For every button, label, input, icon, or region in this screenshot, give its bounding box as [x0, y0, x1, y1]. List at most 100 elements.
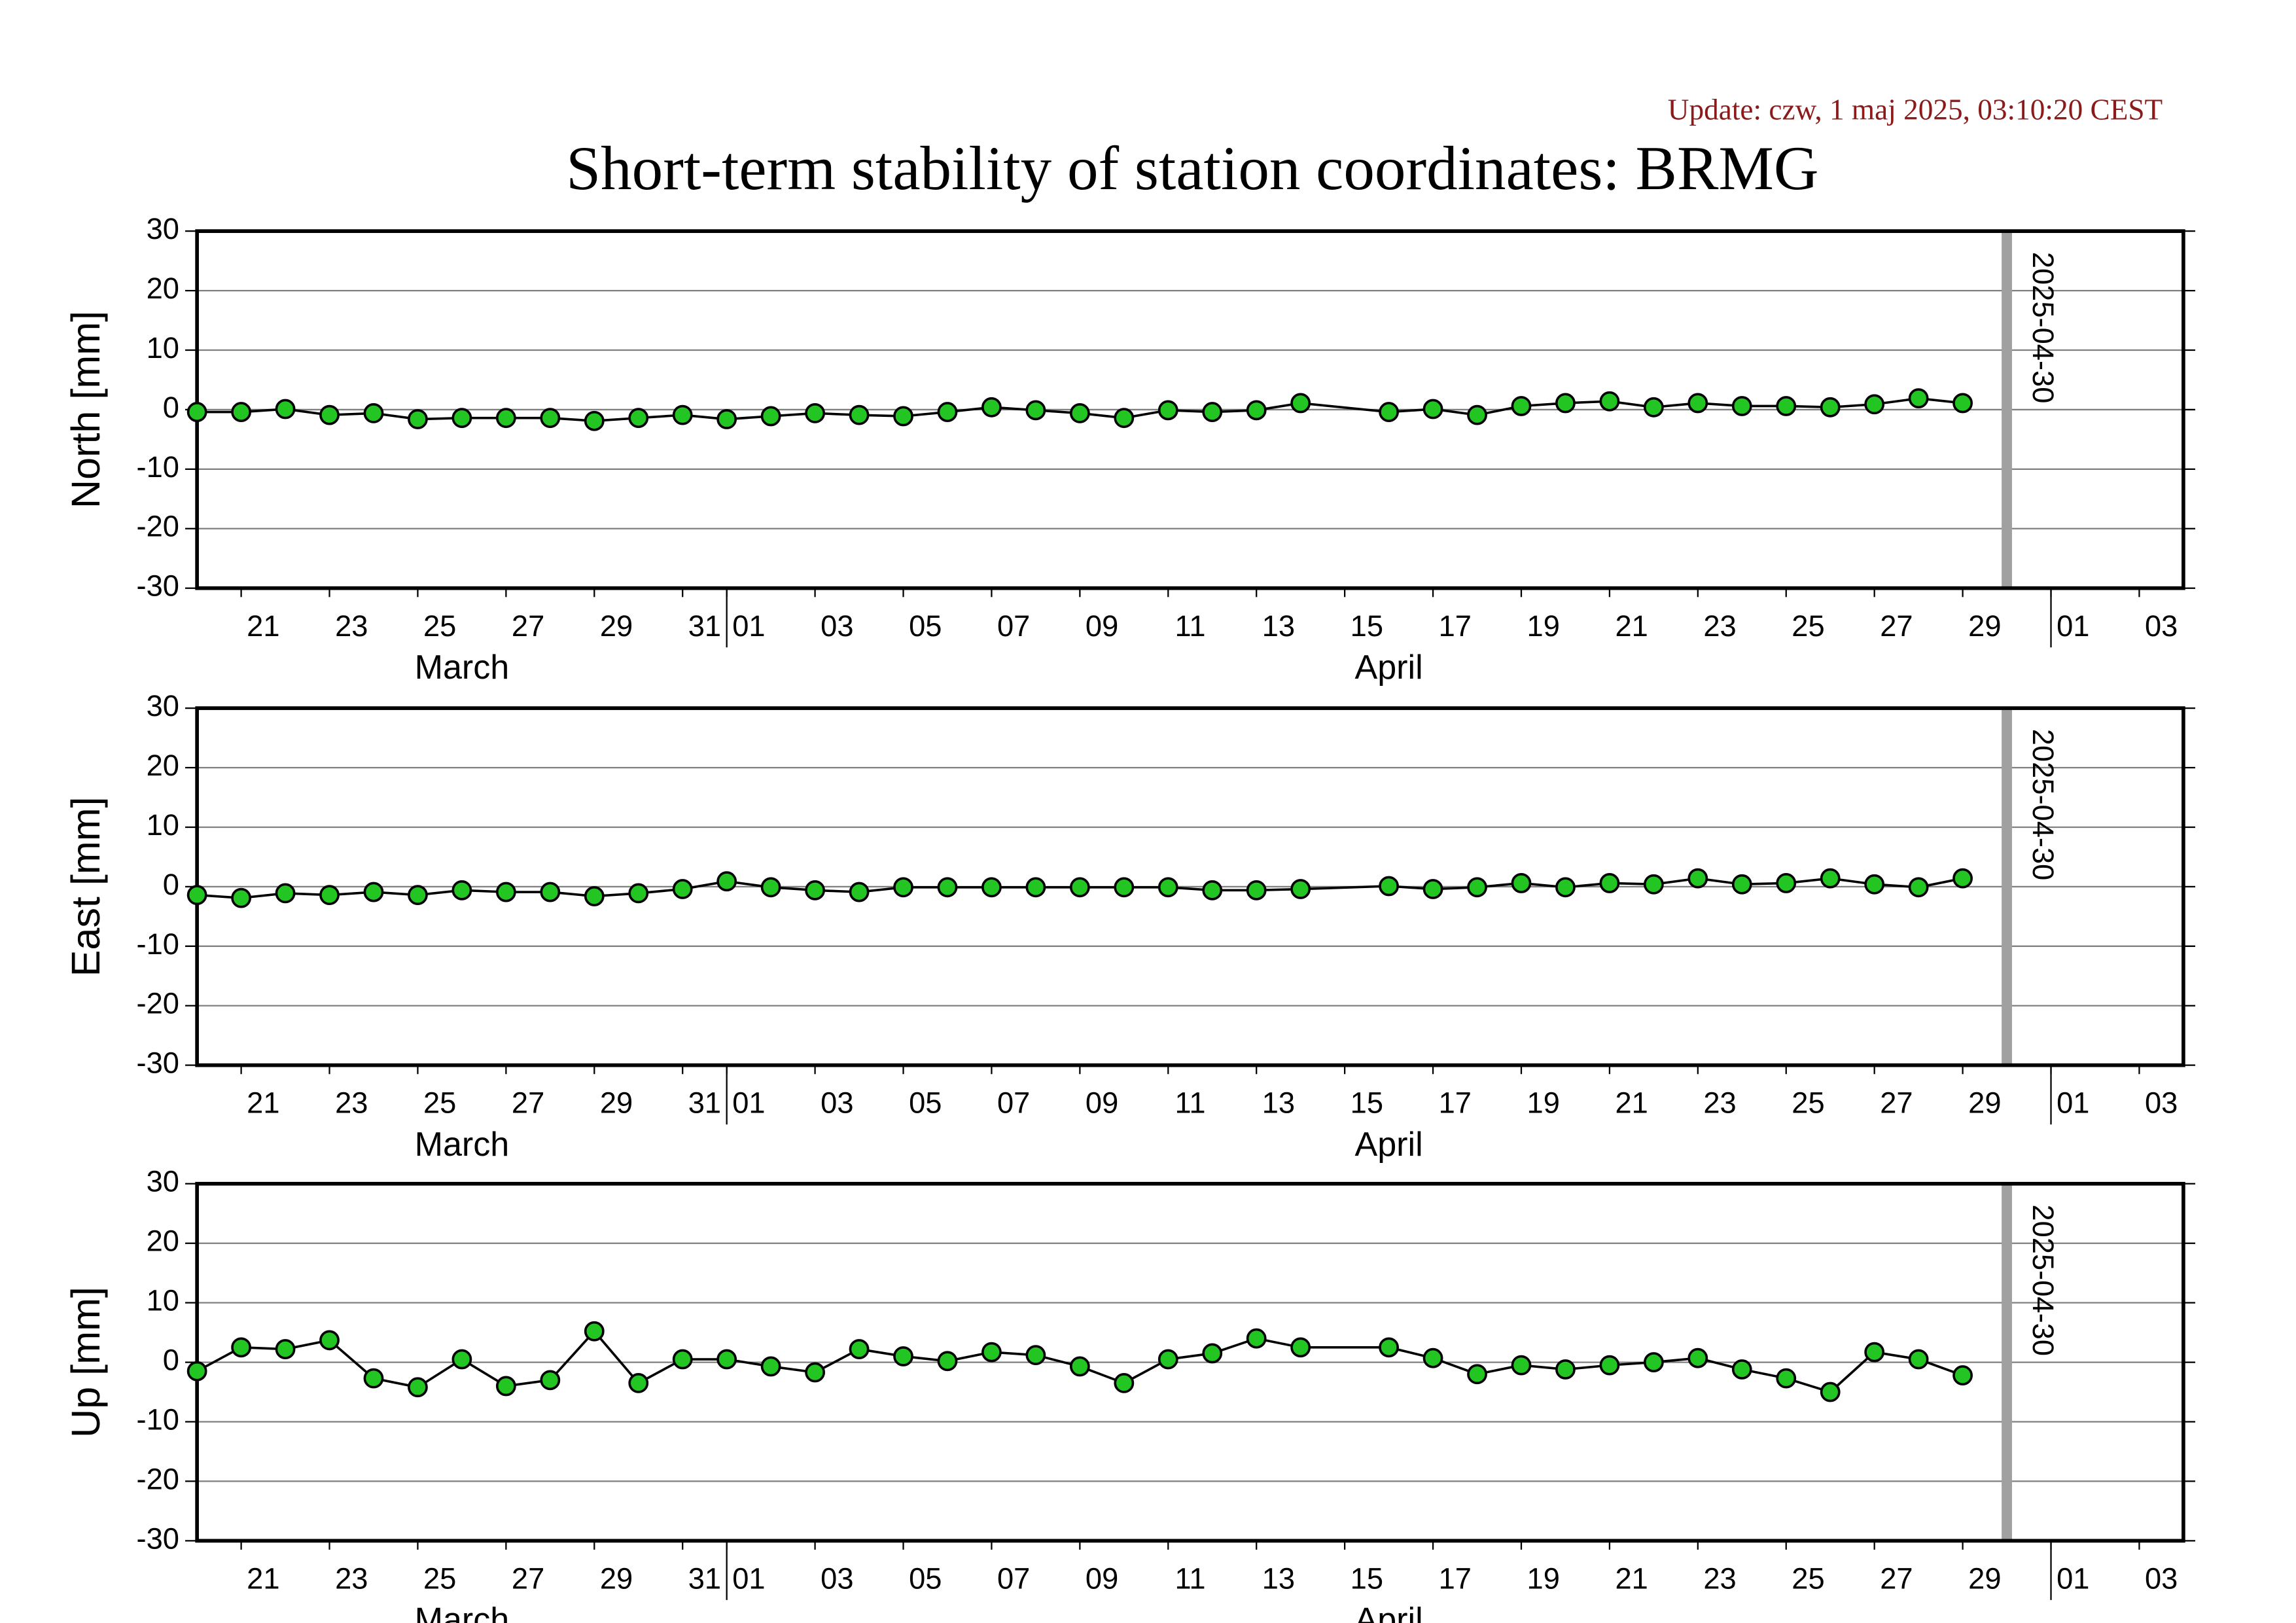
x-tick-label: 25 [423, 1086, 456, 1120]
y-tick-label: 0 [163, 1344, 179, 1377]
data-point [451, 408, 472, 429]
date-marker-label: 2025-04-30 [2026, 729, 2060, 881]
data-point [716, 1349, 737, 1370]
x-tick-label: 05 [909, 609, 942, 643]
x-tick-label: 03 [2145, 609, 2178, 643]
x-tick-label: 29 [1968, 1086, 2001, 1120]
x-tick-label: 25 [423, 1561, 456, 1595]
month-label: March [415, 1601, 510, 1623]
x-tick-label: 17 [1439, 609, 1472, 643]
x-tick-label: 27 [512, 1561, 544, 1595]
data-point [1599, 1355, 1620, 1376]
data-point [1246, 400, 1267, 421]
x-tick-label: 27 [512, 1086, 544, 1120]
x-tick-label: 29 [600, 1561, 633, 1595]
data-point [1731, 1359, 1752, 1380]
month-label: March [415, 649, 510, 687]
data-point [408, 1377, 428, 1398]
x-tick-label: 23 [335, 1086, 368, 1120]
data-point [981, 397, 1002, 418]
data-point [1422, 399, 1443, 419]
data-point [186, 1361, 207, 1382]
x-tick-label: 09 [1086, 1086, 1118, 1120]
data-point [1511, 1355, 1532, 1376]
date-marker-label: 2025-04-30 [2026, 1204, 2060, 1356]
data-point [451, 880, 472, 901]
x-tick-label: 11 [1175, 609, 1206, 643]
y-tick-label: 10 [147, 331, 179, 365]
data-point [1157, 400, 1178, 421]
x-tick-label: 01 [2057, 609, 2089, 643]
data-point [1643, 1352, 1664, 1372]
data-point [1202, 402, 1223, 422]
y-tick-label: -10 [137, 927, 179, 961]
data-point [1908, 388, 1929, 409]
x-tick-label: 17 [1439, 1561, 1472, 1595]
x-tick-label: 07 [997, 1086, 1030, 1120]
x-tick-label: 01 [2057, 1561, 2089, 1595]
data-point [1687, 868, 1708, 889]
x-tick-label: 09 [1086, 1561, 1118, 1595]
x-tick-label: 31 [688, 1086, 721, 1120]
y-tick-label: 30 [147, 689, 179, 722]
data-point [1643, 397, 1664, 418]
x-tick-label: 25 [1792, 609, 1824, 643]
y-tick-label: 0 [163, 868, 179, 901]
data-point [1555, 877, 1576, 898]
data-point [363, 403, 384, 423]
data-point [937, 402, 958, 422]
data-point [1202, 880, 1223, 901]
data-point [451, 1349, 472, 1370]
x-tick-label: 21 [1615, 1561, 1648, 1595]
data-point [495, 408, 516, 429]
data-point [319, 404, 340, 425]
x-tick-label: 15 [1351, 609, 1383, 643]
x-tick-label: 19 [1527, 609, 1560, 643]
x-tick-label: 01 [732, 609, 765, 643]
data-point [231, 1337, 251, 1358]
x-tick-label: 03 [821, 1561, 853, 1595]
data-point [363, 882, 384, 902]
data-point [1687, 1347, 1708, 1368]
data-point [1776, 396, 1797, 416]
x-tick-label: 15 [1351, 1086, 1383, 1120]
y-tick-label: -20 [137, 510, 179, 543]
data-point [760, 406, 781, 427]
data-point [760, 877, 781, 898]
month-label: April [1355, 1601, 1423, 1623]
data-point [1379, 402, 1399, 422]
data-point [672, 1349, 693, 1370]
data-point [231, 887, 251, 908]
data-point [760, 1356, 781, 1377]
data-point [408, 409, 428, 429]
month-label: March [415, 1126, 510, 1164]
data-point [275, 1339, 296, 1359]
series-line [197, 397, 1963, 423]
data-point [1952, 1365, 1973, 1385]
x-tick-label: 01 [2057, 1086, 2089, 1120]
x-tick-label: 23 [1703, 1086, 1736, 1120]
data-point [849, 404, 870, 425]
x-tick-label: 11 [1175, 1561, 1206, 1595]
y-axis-label: Up [mm] [63, 1287, 108, 1438]
data-point [363, 1368, 384, 1389]
data-point [893, 1346, 913, 1366]
data-point [1511, 873, 1532, 893]
x-tick-label: 31 [688, 1561, 721, 1595]
x-tick-label: 29 [600, 1086, 633, 1120]
x-tick-label: 29 [1968, 609, 2001, 643]
data-point [1952, 868, 1973, 889]
data-point [1687, 393, 1708, 414]
data-point [275, 399, 296, 419]
x-tick-label: 13 [1262, 609, 1295, 643]
data-point [1157, 877, 1178, 898]
x-tick-label: 27 [1880, 1561, 1913, 1595]
x-tick-label: 21 [1615, 1086, 1648, 1120]
data-point [1379, 1337, 1399, 1358]
data-point [1643, 874, 1664, 895]
x-tick-label: 19 [1527, 1086, 1560, 1120]
data-point [1820, 868, 1841, 889]
x-tick-label: 23 [335, 1561, 368, 1595]
data-point [319, 885, 340, 906]
